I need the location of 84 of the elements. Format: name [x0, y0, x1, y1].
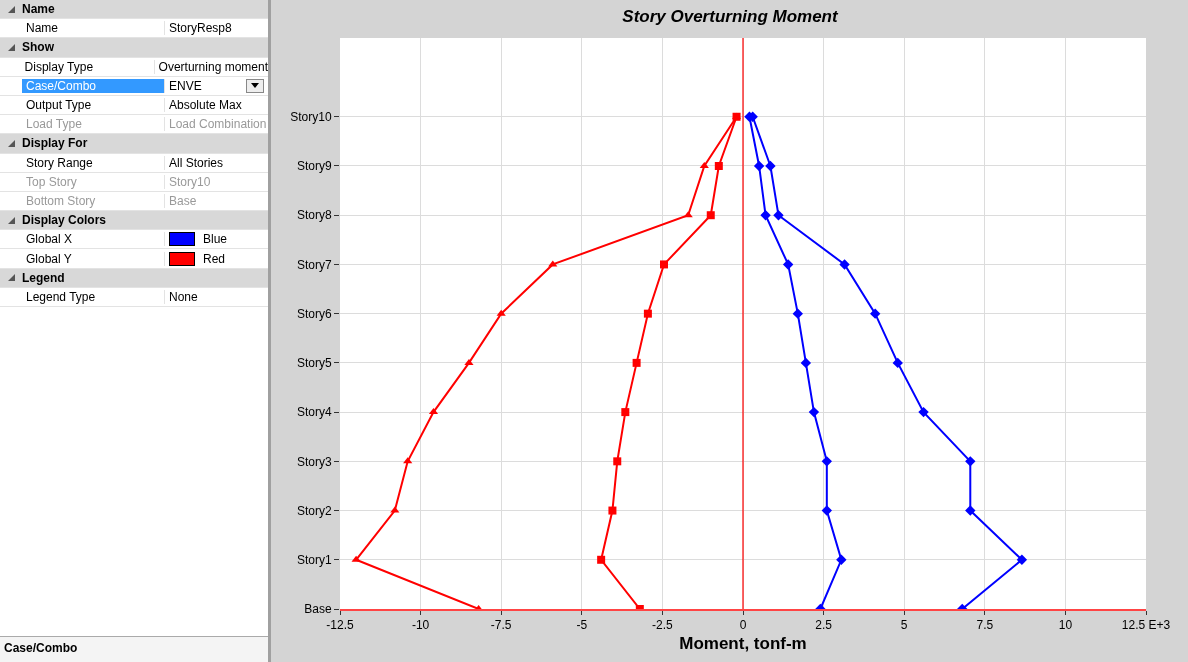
point — [1016, 554, 1028, 565]
text: None — [169, 289, 198, 304]
x-tick-label: 10 — [1058, 618, 1073, 633]
point — [773, 210, 784, 221]
x-tick-label: -10 — [411, 618, 430, 633]
text: Global X — [25, 232, 74, 247]
point — [892, 357, 903, 369]
text: Global Y — [25, 251, 73, 266]
x-tick-label: 7.5 — [976, 618, 994, 633]
text: Case/Combo — [22, 78, 164, 93]
point — [464, 358, 474, 365]
text: Base — [169, 193, 197, 208]
point — [765, 160, 776, 172]
point — [782, 259, 794, 270]
point — [800, 357, 812, 369]
point — [390, 506, 400, 513]
x-tick-label: -12.5 — [326, 618, 354, 633]
y-tick-label: Story10 — [290, 109, 332, 124]
text: Load Combination — [169, 117, 267, 132]
point — [608, 506, 617, 515]
point — [965, 505, 976, 516]
text: Show — [22, 40, 54, 55]
x-tick-label: 0 — [739, 618, 747, 633]
point — [821, 456, 833, 467]
x-tick-label: 2.5 — [815, 618, 833, 633]
point — [965, 456, 976, 467]
x-tick-label: 5 — [900, 618, 908, 633]
point — [869, 308, 881, 319]
point — [821, 505, 833, 516]
text: Display Colors — [22, 213, 107, 228]
y-tick-label: Story9 — [296, 159, 332, 174]
text: Absolute Max — [169, 98, 242, 113]
chart-title: Story Overturning Moment — [622, 6, 840, 26]
point — [643, 309, 652, 318]
text: Story Range — [25, 155, 94, 170]
text: Overturning moment — [158, 59, 268, 74]
point — [660, 260, 669, 269]
y-tick-label: Story1 — [296, 552, 332, 567]
point — [918, 406, 929, 418]
text: Top Story — [25, 174, 78, 189]
text: Name — [25, 21, 59, 36]
text: StoryResp8 — [169, 21, 232, 36]
point — [808, 406, 820, 418]
text: All Stories — [169, 155, 224, 170]
text: Display For — [22, 136, 88, 151]
point — [351, 555, 361, 562]
text: Red — [203, 251, 226, 266]
point — [699, 161, 709, 168]
point — [621, 408, 630, 417]
x-tick-label: -2.5 — [652, 618, 674, 633]
text: Story10 — [169, 174, 211, 189]
text: Case/Combo — [0, 636, 268, 662]
point — [792, 308, 804, 319]
point — [839, 259, 850, 270]
text: Legend — [22, 270, 65, 285]
y-tick-label: Story8 — [296, 208, 332, 223]
x-axis-title: Moment, tonf-m — [679, 634, 807, 654]
point — [753, 160, 765, 172]
point — [714, 161, 723, 170]
x-tick-label: -7.5 — [490, 618, 512, 633]
text: Name — [22, 2, 55, 17]
text: Legend Type — [25, 289, 97, 304]
point — [706, 211, 715, 220]
y-tick-label: Story4 — [296, 405, 332, 420]
x-tick-label: 12.5 E+3 — [1121, 618, 1171, 633]
text: Blue — [203, 232, 228, 247]
text: Bottom Story — [25, 193, 97, 208]
text: Load Type — [25, 117, 83, 132]
x-tick-label: -5 — [576, 618, 588, 633]
point — [760, 210, 771, 221]
y-tick-label: Story3 — [296, 454, 332, 469]
point — [597, 555, 606, 564]
y-tick-label: Story7 — [296, 257, 332, 272]
text: Display Type — [23, 59, 95, 74]
y-tick-label: Base — [304, 602, 332, 617]
point — [613, 457, 622, 466]
point — [496, 309, 506, 316]
point — [836, 554, 847, 565]
y-tick-label: Story5 — [296, 356, 332, 371]
text: Output Type — [25, 98, 93, 113]
point — [632, 358, 641, 367]
y-tick-label: Story6 — [296, 306, 332, 321]
y-tick-label: Story2 — [296, 503, 332, 518]
text: ENVE — [169, 78, 202, 93]
